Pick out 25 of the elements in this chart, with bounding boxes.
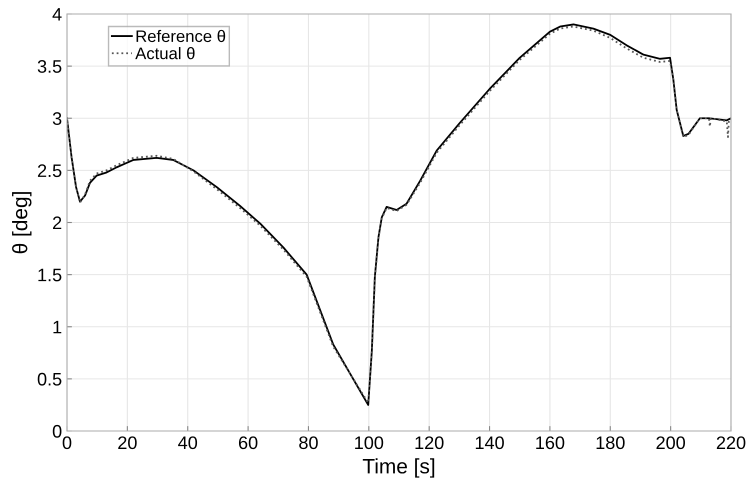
x-tick-label: 120 (416, 436, 444, 450)
x-tick-label: 0 (62, 436, 72, 450)
legend-label: Reference θ (136, 30, 226, 42)
y-tick-label: 2.5 (38, 164, 62, 178)
y-tick-label: 1 (53, 320, 62, 334)
y-tick-label: 3.5 (38, 60, 62, 73)
x-tick-label: 100 (355, 436, 384, 450)
x-tick-label: 20 (118, 436, 137, 450)
y-tick-label: 0 (52, 424, 62, 438)
x-tick-label: 60 (238, 436, 258, 450)
y-tick-label: 2 (53, 216, 62, 230)
y-tick-label: 4 (52, 8, 62, 21)
x-tick-label: 40 (178, 436, 198, 450)
x-tick-label: 160 (536, 436, 564, 450)
y-tick-label: 1.5 (38, 268, 62, 282)
y-axis-title: θ [deg] (12, 192, 32, 254)
x-axis-title: Time [s] (362, 458, 434, 478)
x-tick-label: 220 (716, 436, 746, 450)
x-tick-label: 180 (596, 436, 625, 450)
y-tick-label: 0.5 (38, 372, 62, 386)
x-tick-label: 80 (299, 436, 318, 450)
x-tick-label: 200 (656, 436, 685, 450)
y-tick-label: 3 (52, 112, 62, 125)
x-tick-label: 140 (476, 436, 504, 450)
legend-label: Actual θ (135, 47, 195, 60)
